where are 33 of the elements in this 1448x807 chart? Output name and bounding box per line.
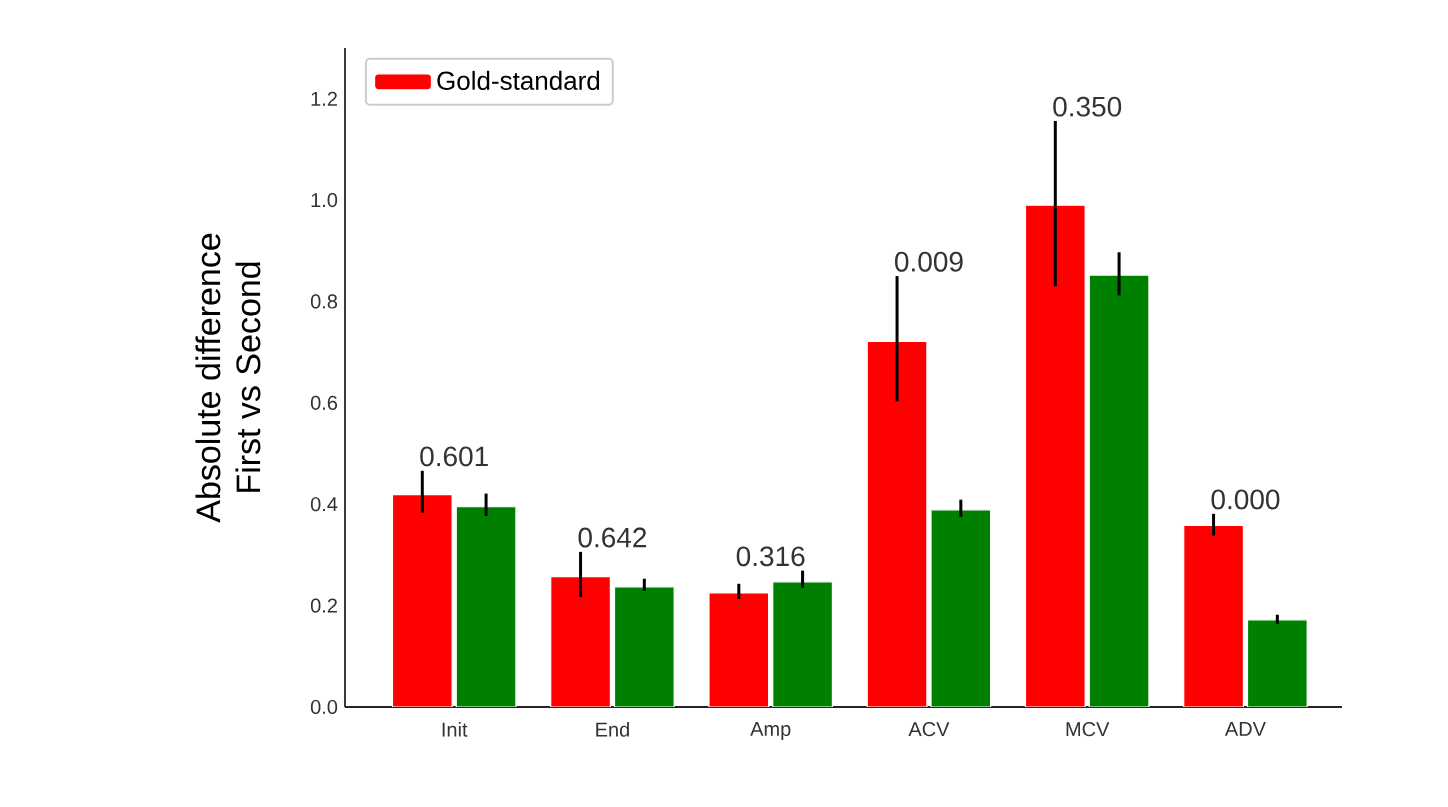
- y-tick-label: 1.0: [311, 192, 338, 208]
- bar: [1088, 274, 1150, 707]
- y-axis-title: Absolute difference First vs Second: [195, 233, 261, 523]
- bar: [391, 493, 453, 707]
- annotation: 0.009: [895, 251, 963, 272]
- x-tick-label: Init: [442, 722, 468, 737]
- legend-label: Gold-standard: [437, 70, 600, 90]
- bar: [455, 506, 517, 707]
- annotation: 0.601: [420, 446, 488, 467]
- annotation: 0.642: [578, 527, 647, 548]
- y-tick-label: 0.4: [310, 497, 338, 512]
- bar: [772, 581, 834, 707]
- bar: [613, 586, 675, 707]
- bar: [1183, 524, 1244, 707]
- bar: [866, 340, 928, 707]
- bar: [708, 592, 770, 707]
- x-tick-label: MCV: [1066, 722, 1110, 737]
- x-tick-label: Amp: [750, 722, 791, 740]
- y-tick-label: 0.6: [310, 395, 338, 410]
- x-tick-label: ACV: [908, 722, 950, 737]
- x-tick-label: ADV: [1224, 722, 1266, 736]
- bar: [930, 509, 992, 707]
- annotation: 0.350: [1053, 96, 1122, 117]
- y-tick-label: 1.2: [311, 91, 337, 106]
- y-tick-label: 0.0: [310, 699, 338, 715]
- y-tick-label: 0.8: [310, 294, 338, 309]
- annotation: 0.000: [1211, 489, 1280, 510]
- bar: [1024, 204, 1086, 707]
- annotation: 0.316: [736, 546, 805, 567]
- bar: [550, 576, 611, 707]
- bar: [1246, 619, 1308, 707]
- y-tick-label: 0.2: [310, 598, 337, 613]
- x-tick-label: End: [596, 722, 629, 737]
